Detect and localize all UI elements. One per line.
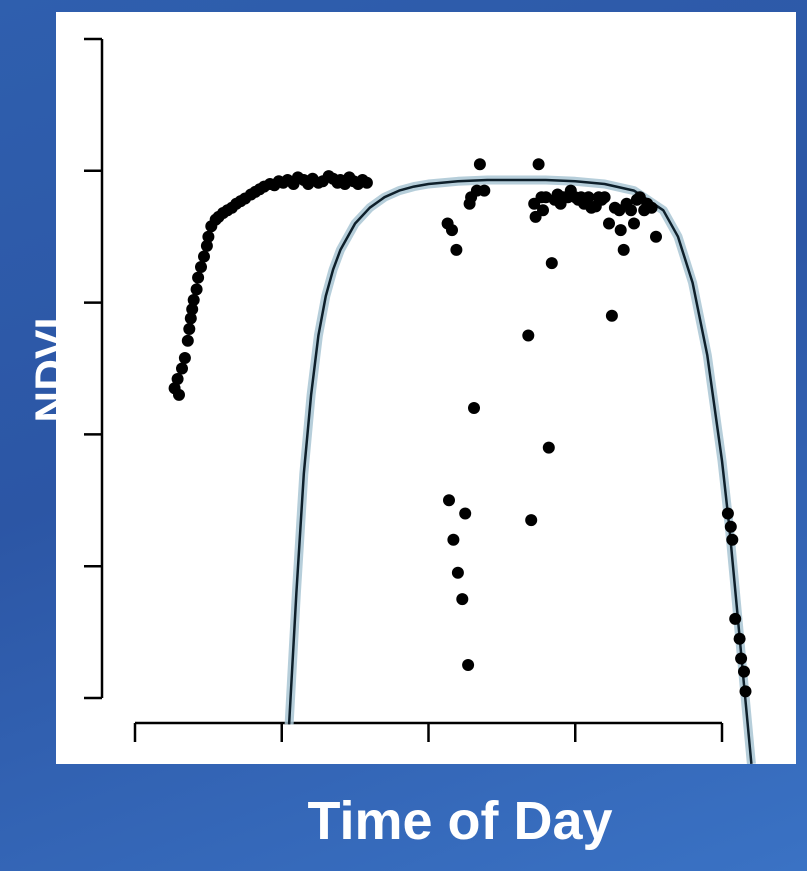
data-point bbox=[459, 507, 472, 520]
data-point bbox=[738, 665, 750, 678]
data-point bbox=[447, 533, 460, 546]
data-point bbox=[450, 243, 463, 256]
data-point bbox=[605, 309, 618, 322]
data-point bbox=[735, 652, 748, 665]
data-point bbox=[192, 271, 205, 284]
data-point bbox=[186, 303, 199, 316]
data-points-group bbox=[168, 158, 752, 698]
y-axis-label: NDVI bbox=[27, 317, 76, 423]
data-point bbox=[598, 191, 611, 204]
fit-confidence-band bbox=[284, 175, 756, 764]
data-point bbox=[456, 593, 469, 606]
data-point bbox=[473, 158, 486, 171]
y-axis-label-box: NDVI bbox=[0, 270, 104, 470]
data-point bbox=[198, 250, 210, 263]
x-axis-label: Time of Day bbox=[307, 791, 613, 851]
data-point bbox=[478, 184, 491, 197]
data-point bbox=[650, 230, 662, 243]
data-point bbox=[628, 217, 640, 230]
data-point bbox=[645, 201, 658, 214]
data-point bbox=[522, 329, 535, 342]
data-point bbox=[542, 441, 555, 454]
data-point bbox=[724, 520, 737, 533]
data-point bbox=[532, 158, 545, 171]
data-point bbox=[184, 312, 197, 325]
data-point bbox=[195, 261, 207, 273]
data-point bbox=[525, 514, 538, 527]
data-point bbox=[617, 243, 630, 256]
data-point bbox=[200, 239, 213, 252]
data-point bbox=[360, 176, 373, 189]
data-point bbox=[614, 224, 627, 237]
data-point bbox=[173, 388, 185, 401]
data-point bbox=[726, 533, 739, 546]
data-point bbox=[603, 217, 615, 230]
data-point bbox=[183, 323, 196, 335]
data-point bbox=[739, 685, 752, 698]
data-point bbox=[178, 352, 191, 364]
data-point bbox=[729, 612, 742, 625]
data-point bbox=[176, 362, 188, 375]
x-axis bbox=[133, 721, 724, 742]
data-point bbox=[625, 204, 637, 217]
data-point bbox=[446, 224, 458, 237]
ndvi-chart bbox=[84, 37, 756, 764]
data-point bbox=[181, 334, 194, 347]
y-axis bbox=[84, 37, 104, 700]
data-point bbox=[537, 204, 549, 217]
data-point bbox=[443, 494, 455, 507]
data-point bbox=[582, 191, 595, 204]
data-point bbox=[187, 294, 200, 306]
data-point bbox=[733, 632, 746, 645]
data-point bbox=[468, 402, 480, 414]
fit-curve-group bbox=[284, 175, 756, 764]
data-point bbox=[202, 230, 215, 243]
data-point bbox=[451, 566, 464, 579]
data-point bbox=[171, 373, 184, 385]
data-point bbox=[721, 507, 734, 520]
data-point bbox=[190, 283, 203, 296]
data-point bbox=[545, 257, 558, 270]
data-point bbox=[462, 659, 475, 671]
fit-curve bbox=[287, 178, 753, 764]
